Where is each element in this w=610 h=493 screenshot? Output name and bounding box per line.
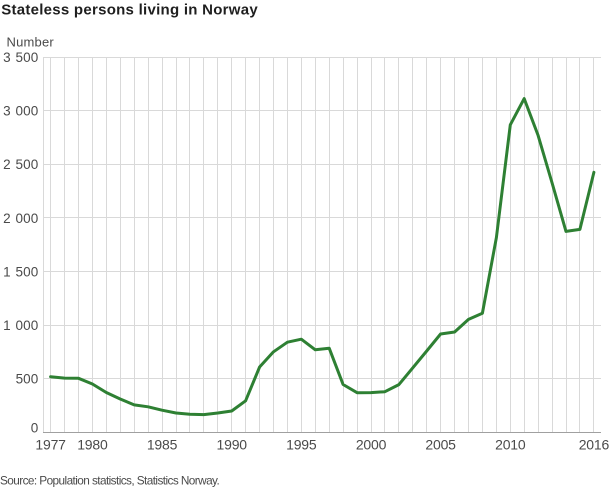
svg-text:1980: 1980	[77, 437, 108, 453]
svg-text:Source: Population statistics,: Source: Population statistics, Statistic…	[0, 473, 219, 487]
svg-text:2 000: 2 000	[3, 211, 38, 226]
svg-text:2010: 2010	[495, 437, 526, 453]
svg-text:500: 500	[16, 372, 39, 387]
svg-text:1 000: 1 000	[3, 318, 38, 333]
svg-text:2000: 2000	[356, 437, 387, 453]
svg-text:2005: 2005	[425, 437, 456, 453]
svg-text:1977: 1977	[35, 437, 66, 453]
svg-text:1985: 1985	[147, 437, 178, 453]
svg-text:1 500: 1 500	[3, 264, 38, 279]
svg-text:0: 0	[31, 421, 39, 436]
svg-text:1990: 1990	[217, 437, 248, 453]
svg-text:Number: Number	[7, 34, 55, 49]
svg-text:Stateless persons living in No: Stateless persons living in Norway	[1, 2, 258, 19]
svg-text:3 000: 3 000	[3, 104, 38, 119]
svg-text:1995: 1995	[286, 437, 317, 453]
svg-text:2 500: 2 500	[3, 157, 38, 172]
svg-text:2016: 2016	[579, 437, 610, 453]
svg-text:3 500: 3 500	[3, 50, 38, 65]
